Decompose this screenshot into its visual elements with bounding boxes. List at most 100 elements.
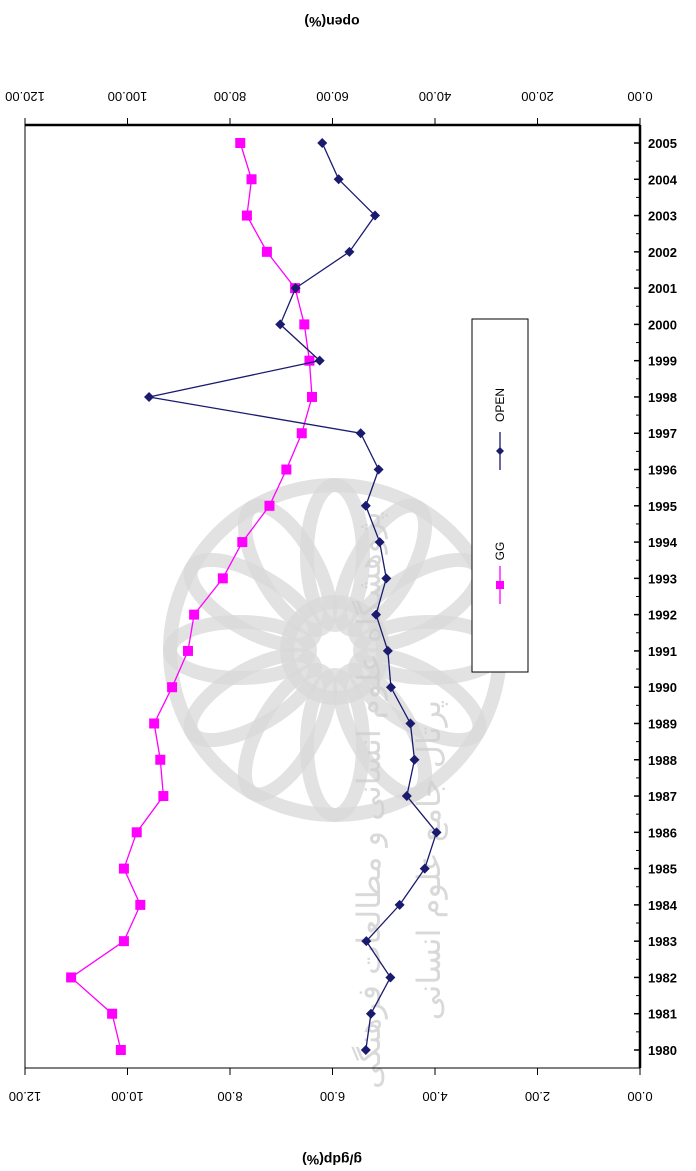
legend-gg-label: GG — [493, 542, 507, 561]
point-open-1999 — [314, 355, 325, 366]
point-open-1987 — [401, 791, 412, 802]
point-gg-1986 — [131, 827, 142, 838]
category-label-1999: 1999 — [648, 354, 677, 369]
watermark-text-1: پژوهشگاه علوم انسانی و مطالعات فرهنگی — [350, 511, 388, 1089]
point-gg-1990 — [167, 682, 178, 693]
point-gg-1991 — [182, 645, 193, 656]
point-gg-1996 — [281, 464, 292, 475]
point-gg-1994 — [237, 537, 248, 548]
series-line-open — [148, 142, 438, 1051]
category-label-1994: 1994 — [648, 535, 678, 550]
category-label-1992: 1992 — [648, 608, 677, 623]
category-label-1980: 1980 — [648, 1043, 677, 1058]
point-gg-1982 — [66, 972, 77, 983]
category-label-1997: 1997 — [648, 426, 677, 441]
point-gg-1987 — [158, 791, 169, 802]
point-open-2002 — [344, 246, 355, 257]
point-open-1991 — [382, 645, 393, 656]
point-open-1992 — [371, 609, 382, 620]
series-open — [144, 138, 442, 1055]
watermark-emblem — [163, 478, 507, 822]
category-label-1989: 1989 — [648, 716, 677, 731]
point-gg-2003 — [241, 210, 252, 221]
point-open-2005 — [317, 138, 328, 148]
left-tick-label: 8.00 — [217, 1089, 242, 1104]
point-gg-1984 — [135, 899, 146, 910]
right-tick-label: 40.00 — [419, 89, 452, 104]
point-open-1994 — [374, 537, 385, 548]
point-open-1998 — [144, 391, 155, 402]
category-label-1985: 1985 — [648, 862, 677, 877]
point-gg-2005 — [235, 138, 246, 148]
watermark-ring — [163, 478, 507, 822]
category-label-1998: 1998 — [648, 390, 677, 405]
category-label-1996: 1996 — [648, 463, 677, 478]
category-label-2000: 2000 — [648, 317, 677, 332]
category-label-1990: 1990 — [648, 680, 677, 695]
point-gg-1992 — [189, 609, 200, 620]
left-axis-title: g/gdp(%) — [302, 1152, 362, 1168]
point-open-1990 — [385, 682, 396, 693]
category-label-1986: 1986 — [648, 825, 677, 840]
legend-gg-marker — [496, 581, 504, 589]
left-tick-label: 10.00 — [111, 1089, 144, 1104]
left-tick-label: 2.00 — [525, 1089, 550, 1104]
point-open-1980 — [360, 1045, 371, 1055]
point-gg-1993 — [217, 573, 228, 584]
point-open-1997 — [355, 428, 366, 439]
point-gg-1998 — [307, 391, 317, 402]
legend-open-marker — [496, 447, 504, 455]
point-open-1986 — [431, 827, 442, 838]
point-open-1988 — [409, 754, 420, 765]
point-open-2004 — [333, 174, 344, 185]
right-tick-label: 100.00 — [108, 89, 148, 104]
category-label-1988: 1988 — [648, 753, 677, 768]
point-open-1996 — [373, 464, 384, 475]
point-open-1981 — [365, 1008, 376, 1019]
right-tick-label: 20.00 — [521, 89, 554, 104]
right-tick-label: 120.00 — [5, 89, 45, 104]
right-axis-title: open(%) — [304, 14, 359, 30]
point-open-2000 — [275, 319, 286, 330]
legend-box — [471, 318, 529, 673]
point-open-2003 — [370, 210, 381, 221]
legend: GG OPEN — [471, 318, 529, 673]
category-label-1995: 1995 — [648, 499, 677, 514]
point-gg-1981 — [107, 1008, 118, 1019]
category-label-1983: 1983 — [648, 934, 677, 949]
category-label-1993: 1993 — [648, 571, 677, 586]
category-label-2001: 2001 — [648, 281, 677, 296]
watermark-center — [280, 595, 390, 705]
watermark-text-2: پرتال جامع علوم انسانی — [410, 700, 448, 1020]
right-axis-ticks: 0.00 20.00 40.00 60.00 80.00 100.00 120.00 — [5, 89, 653, 125]
category-label-2003: 2003 — [648, 209, 677, 224]
point-gg-1980 — [115, 1045, 126, 1055]
point-open-1982 — [385, 972, 396, 983]
left-tick-label: 0.00 — [627, 1089, 652, 1104]
left-tick-label: 4.00 — [422, 1089, 447, 1104]
category-labels: 1980 1981 1982 1983 1984 1985 1986 1987 1988 1989… — [634, 136, 678, 1058]
category-label-1987: 1987 — [648, 789, 677, 804]
point-open-2001 — [290, 283, 301, 294]
right-tick-label: 80.00 — [214, 89, 247, 104]
point-gg-2002 — [261, 246, 272, 257]
point-open-1993 — [381, 573, 392, 584]
category-label-1984: 1984 — [648, 898, 678, 913]
point-open-1989 — [405, 718, 416, 729]
category-label-2005: 2005 — [648, 136, 677, 151]
category-label-1991: 1991 — [648, 644, 677, 659]
point-open-1995 — [360, 500, 371, 511]
left-axis-ticks: 0.00 2.00 4.00 6.00 8.00 10.00 12.00 — [9, 1068, 653, 1104]
series-line-gg — [70, 142, 313, 1051]
category-label-1982: 1982 — [648, 970, 677, 985]
left-tick-label: 6.00 — [320, 1089, 345, 1104]
point-open-1984 — [394, 899, 405, 910]
category-label-2002: 2002 — [648, 245, 677, 260]
point-gg-1997 — [296, 428, 307, 439]
category-label-2004: 2004 — [648, 172, 678, 187]
point-gg-1985 — [118, 863, 129, 874]
point-gg-2000 — [299, 319, 310, 330]
left-tick-label: 12.00 — [9, 1089, 42, 1104]
